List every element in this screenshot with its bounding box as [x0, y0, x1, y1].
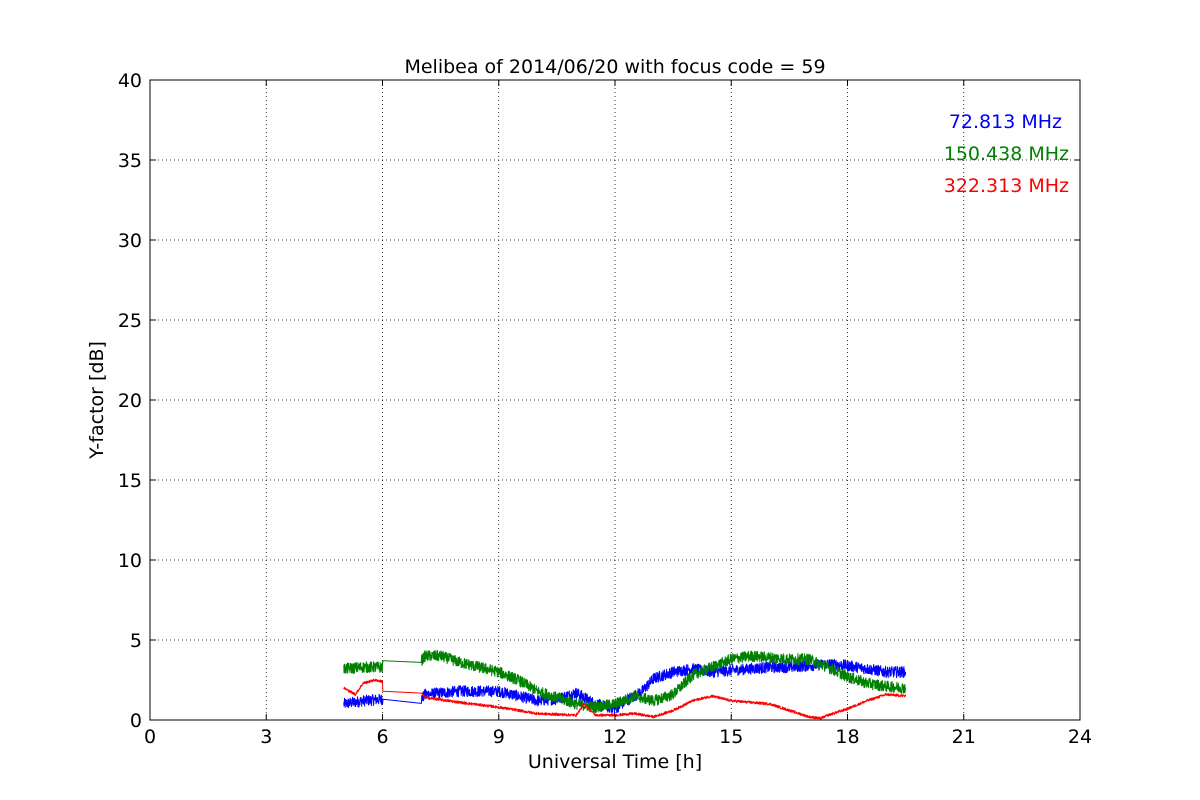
series-line-3 [343, 678, 907, 720]
y-tick-label: 20 [118, 390, 142, 412]
y-tick-label: 25 [118, 310, 142, 332]
series-line-2 [343, 649, 906, 714]
x-tick-label: 24 [1068, 726, 1092, 748]
chart-title: Melibea of 2014/06/20 with focus code = … [404, 56, 825, 78]
x-tick-label: 18 [835, 726, 859, 748]
legend-entry: 150.438 MHz [944, 143, 1069, 165]
x-tick-label: 3 [260, 726, 272, 748]
x-axis-label: Universal Time [h] [528, 751, 702, 773]
series-layer [343, 649, 907, 720]
x-tick-label: 15 [719, 726, 743, 748]
legend-entry: 322.313 MHz [944, 175, 1069, 197]
y-tick-label: 15 [118, 470, 142, 492]
y-axis-label: Y-factor [dB] [86, 341, 108, 460]
y-tick-label: 30 [118, 230, 142, 252]
x-tick-label: 21 [952, 726, 976, 748]
y-tick-label: 35 [118, 150, 142, 172]
y-tick-label: 5 [130, 630, 142, 652]
x-tick-label: 9 [493, 726, 505, 748]
x-tick-label: 0 [144, 726, 156, 748]
y-axis-tick-labels: 0 5 10 15 20 25 30 35 40 [118, 70, 142, 732]
x-tick-label: 12 [603, 726, 627, 748]
axis-ticks [149, 79, 1081, 721]
y-tick-label: 40 [118, 70, 142, 92]
legend-entry: 72.813 MHz [949, 111, 1062, 133]
x-tick-label: 6 [376, 726, 388, 748]
x-axis-tick-labels: 0 3 6 9 12 15 18 21 24 [144, 726, 1092, 748]
y-tick-label: 0 [130, 710, 142, 732]
legend: 72.813 MHz 150.438 MHz 322.313 MHz [944, 111, 1069, 197]
plot-area [343, 649, 907, 720]
y-tick-label: 10 [118, 550, 142, 572]
